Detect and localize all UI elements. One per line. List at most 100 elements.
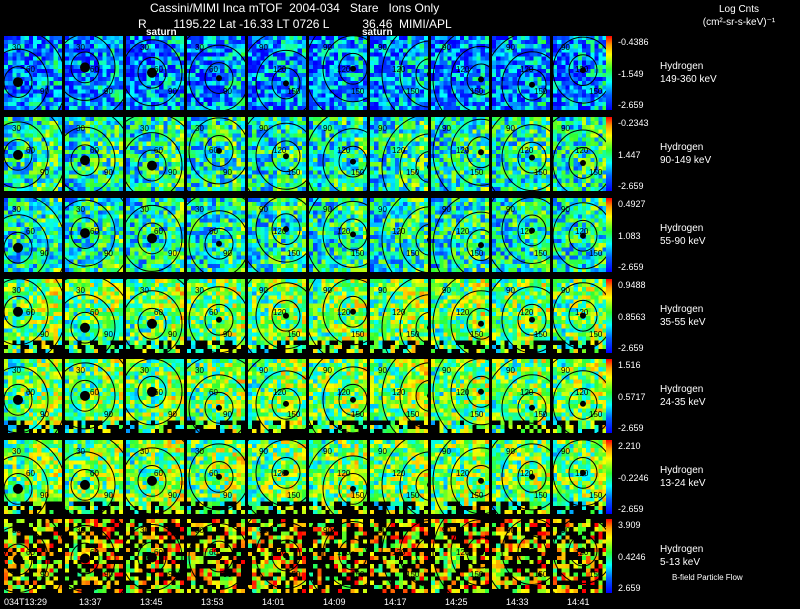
contour-line [70, 468, 100, 501]
contour-label: 90 [259, 447, 268, 456]
pixel-map [309, 198, 367, 272]
saturn-marker [580, 67, 586, 74]
contour-label: 150 [287, 491, 301, 500]
contour-line [126, 204, 183, 272]
contour-label: 150 [351, 249, 365, 258]
image-tile-r5-c1: 30 60 90 [65, 440, 123, 514]
contour-overlay: 90 120 150 [553, 359, 611, 433]
contour-label: 90 [561, 447, 570, 456]
image-tile-r6-c6: 90 120 150 [370, 519, 428, 593]
contour-label: 150 [351, 168, 365, 177]
contour-label: 120 [392, 227, 406, 236]
contour-line [338, 218, 367, 251]
image-tile-r1-c9: 90 120 150 [553, 117, 611, 191]
contour-line [70, 217, 100, 249]
contour-overlay: 90 120 150 [432, 279, 489, 353]
contour-overlay: 90 120 150 [492, 279, 550, 353]
pixel-map [187, 198, 245, 272]
contour-overlay: 90 120 150 [248, 198, 306, 272]
image-tile-r0-c1: 30 60 90 [65, 36, 123, 110]
contour-label: 90 [168, 570, 177, 579]
contour-label: 90 [323, 205, 332, 214]
contour-line [271, 140, 301, 173]
contour-label: 90 [168, 491, 177, 500]
contour-label: 150 [534, 168, 548, 177]
contour-label: 30 [140, 286, 149, 295]
contour-label: 150 [470, 249, 484, 258]
saturn-marker [529, 316, 535, 323]
contour-label: 90 [40, 249, 49, 258]
contour-label: 90 [40, 330, 49, 339]
contour-line [553, 370, 611, 433]
saturn-marker [147, 160, 157, 171]
contour-line [271, 213, 301, 245]
image-tile-r2-c4: 90 120 150 [248, 198, 306, 272]
contour-line [399, 294, 428, 353]
pixel-map [553, 440, 611, 514]
contour-label: 90 [506, 124, 515, 133]
contour-label: 120 [337, 469, 351, 478]
contour-label: 30 [76, 447, 85, 456]
contour-label: 120 [337, 308, 351, 317]
contour-label: 120 [520, 469, 534, 478]
contour-overlay: 30 60 90 [4, 519, 62, 593]
contour-label: 60 [26, 548, 35, 557]
contour-line [432, 519, 451, 593]
image-tile-r3-c1: 30 60 90 [65, 279, 123, 353]
contour-line [517, 391, 547, 424]
contour-label: 120 [337, 227, 351, 236]
contour-label: 90 [259, 124, 268, 133]
contour-overlay: 90 120 150 [309, 117, 367, 191]
contour-label: 150 [589, 330, 603, 339]
contour-overlay: 30 60 90 [187, 198, 245, 272]
contour-line [322, 521, 367, 588]
image-tile-r4-c8: 90 120 150 [492, 359, 550, 433]
image-tile-r6-c5: 90 120 150 [309, 519, 367, 593]
image-tile-r4-c5: 90 120 150 [309, 359, 367, 433]
contour-label: 120 [392, 65, 406, 74]
contour-label: 150 [589, 410, 603, 419]
contour-label: 30 [76, 124, 85, 133]
contour-line [553, 519, 611, 585]
contour-label: 90 [323, 43, 332, 52]
contour-label: 150 [534, 249, 548, 258]
contour-line [517, 68, 547, 101]
pixel-map [309, 519, 367, 593]
time-label: 13:53 [201, 597, 224, 607]
contour-overlay: 90 120 150 [553, 202, 611, 270]
image-tile-r0-c4: 90 120 150 [248, 36, 306, 110]
contour-label: 30 [140, 526, 149, 535]
pixel-map [65, 440, 123, 514]
contour-label: 90 [223, 570, 232, 579]
image-tile-r3-c7: 90 120 150 [431, 279, 489, 353]
contour-label: 60 [154, 65, 163, 74]
image-tile-r6-c3: 30 60 90 [187, 519, 245, 593]
contour-line [137, 375, 167, 408]
time-label: 034T13:29 [4, 597, 48, 607]
contour-line [4, 525, 49, 593]
pixel-map [370, 36, 428, 110]
pixel-map [187, 359, 245, 433]
contour-label: 30 [140, 124, 149, 133]
contour-overlay: 90 120 150 [553, 519, 611, 593]
contour-line [381, 279, 413, 353]
contour-line [501, 124, 550, 191]
contour-label: 150 [351, 570, 365, 579]
contour-label: 60 [26, 388, 35, 397]
scale-min-label: -2.659 [618, 181, 644, 191]
pixel-map [187, 440, 245, 514]
contour-label: 30 [195, 526, 204, 535]
contour-line [4, 121, 49, 189]
row-label: Hydrogen 55-90 keV [660, 222, 706, 248]
contour-line [450, 45, 489, 110]
scale-min-label: -2.659 [618, 100, 644, 110]
contour-label: 150 [287, 330, 301, 339]
row-label: Hydrogen 24-35 keV [660, 383, 706, 409]
contour-label: 120 [456, 227, 470, 236]
contour-label: 90 [506, 526, 515, 535]
contour-label: 120 [273, 388, 287, 397]
contour-overlay: 30 60 90 [126, 359, 184, 433]
contour-line [188, 523, 245, 590]
pixel-map [187, 36, 245, 110]
contour-line [126, 39, 183, 107]
